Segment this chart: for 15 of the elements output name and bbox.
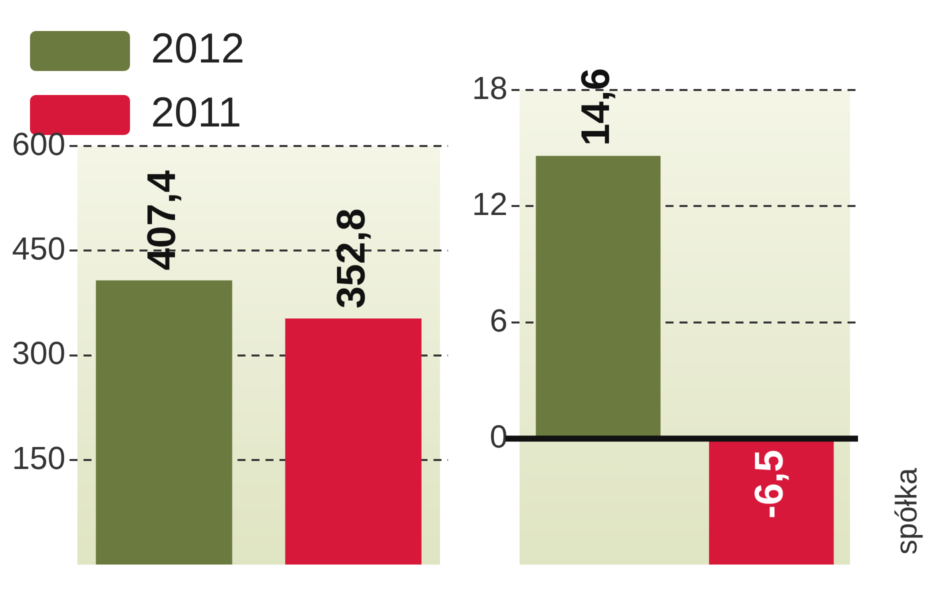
y-tick-label: 6 — [490, 302, 508, 338]
data-label: 14,6 — [574, 68, 618, 146]
data-label: 352,8 — [329, 208, 374, 308]
y-tick-label: 12 — [472, 186, 508, 222]
text: spółka — [890, 468, 924, 555]
legend-label: 2012 — [151, 24, 244, 72]
y-tick-label: 150 — [12, 440, 66, 476]
y-tick-label: 0 — [490, 418, 508, 455]
y-tick-label: 18 — [472, 70, 508, 106]
data-label: 407,4 — [140, 170, 184, 270]
legend-label: 2011 — [151, 88, 242, 136]
y-tick-label: 300 — [12, 335, 66, 372]
data-label: -6,5 — [747, 450, 792, 519]
y-tick-label: 450 — [12, 230, 66, 266]
y-tick-label: 600 — [12, 126, 66, 162]
